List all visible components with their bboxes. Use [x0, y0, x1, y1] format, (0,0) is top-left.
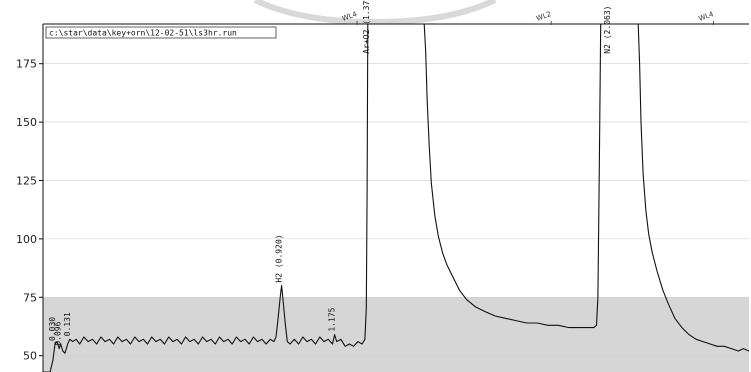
peak-label: Ar+O2 (1.372)	[362, 0, 371, 54]
axes-group: 50 75 100 125 150 175	[16, 23, 749, 372]
gridlines-group	[43, 63, 749, 356]
event-marker-label: WL4	[698, 10, 716, 23]
y-tick-label: 125	[16, 174, 37, 187]
file-label-text: c:\star\data\key+orn\12-02-51\ls3hr.run	[49, 29, 237, 38]
y-tick-label: 100	[16, 233, 37, 246]
file-label-frame	[45, 26, 277, 39]
threshold-band-group	[43, 297, 749, 372]
peak-label: N2 (2.063)	[603, 6, 612, 54]
peak-label: 1.175	[328, 307, 337, 331]
peak-label: 0.131	[63, 312, 72, 336]
watermark-arc	[253, 0, 497, 26]
file-label-box: c:\star\data\key+orn\12-02-51\ls3hr.run	[45, 26, 277, 39]
peak-label: H2 (0.920)	[275, 234, 284, 282]
peak-label: 0.030	[48, 317, 57, 341]
y-tick-label: 150	[16, 116, 37, 129]
y-tick-label: 75	[23, 291, 37, 304]
trace-group	[43, 23, 750, 372]
threshold-band	[43, 297, 749, 372]
y-tick-label: 175	[16, 58, 37, 71]
series-line	[43, 23, 750, 372]
y-tick-label: 50	[23, 350, 37, 363]
peak-label: 0.096	[54, 321, 63, 345]
event-marker-label: WL2	[535, 10, 552, 23]
